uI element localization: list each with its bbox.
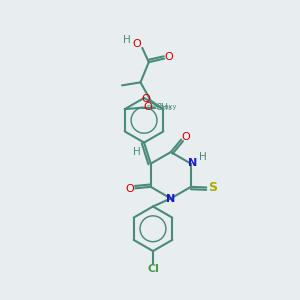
Text: N: N — [166, 194, 176, 204]
Text: O: O — [125, 184, 134, 194]
Text: H: H — [200, 152, 207, 162]
Text: O: O — [142, 94, 151, 104]
Text: O: O — [164, 52, 173, 62]
Text: CH₃: CH₃ — [155, 103, 172, 112]
Text: N: N — [188, 158, 197, 168]
Text: H: H — [123, 34, 131, 45]
Text: O: O — [181, 132, 190, 142]
Text: H: H — [133, 147, 140, 157]
Text: Cl: Cl — [147, 265, 159, 275]
Text: O: O — [132, 39, 141, 49]
Text: O: O — [143, 102, 152, 112]
Text: methoxy: methoxy — [146, 104, 177, 110]
Text: S: S — [208, 181, 217, 194]
